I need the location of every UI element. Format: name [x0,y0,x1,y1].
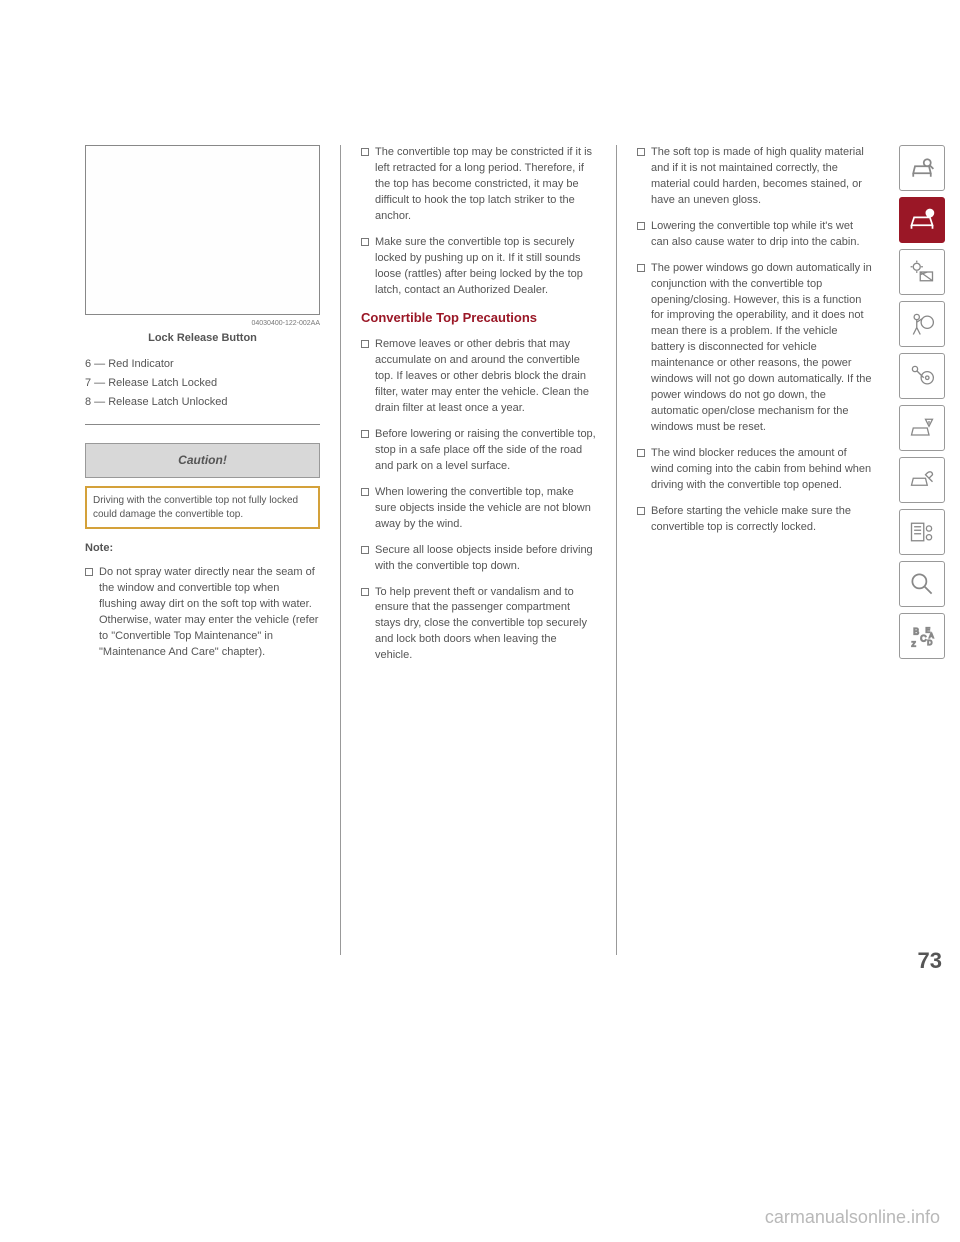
list-item: Lowering the convertible top while it's … [637,219,872,251]
column-3: The soft top is made of high quality mat… [637,145,872,955]
column-1: 04030400-122-002AA Lock Release Button 6… [85,145,320,955]
tab-search-icon[interactable] [899,561,945,607]
bullet-icon [637,148,645,156]
item-text: Remove leaves or other debris that may a… [375,337,596,417]
bullet-icon [361,546,369,554]
tab-index-icon[interactable]: BECDZA [899,613,945,659]
bullet-icon [637,222,645,230]
tab-display-icon[interactable] [899,249,945,295]
svg-text:Z: Z [912,642,917,649]
legend-item: 7 — Release Latch Locked [85,376,320,392]
list-item: The power windows go down automatically … [637,261,872,436]
svg-text:A: A [929,633,934,640]
list-item: Make sure the convertible top is securel… [361,235,596,299]
item-text: Before lowering or raising the convertib… [375,427,596,475]
svg-text:C: C [920,633,926,643]
legend-item: 8 — Release Latch Unlocked [85,395,320,411]
list-item: To help prevent theft or vandalism and t… [361,585,596,665]
column-divider [616,145,617,955]
bullet-icon [361,340,369,348]
list-item: When lowering the convertible top, make … [361,485,596,533]
image-id: 04030400-122-002AA [85,319,320,329]
sidebar-tabs: i BECDZA [899,145,945,659]
item-text: When lowering the convertible top, make … [375,485,596,533]
bullet-icon [637,264,645,272]
svg-text:D: D [927,640,932,647]
item-text: The wind blocker reduces the amount of w… [651,446,872,494]
item-text: The power windows go down automatically … [651,261,872,436]
tab-warning-icon[interactable] [899,405,945,451]
tab-service-icon[interactable] [899,457,945,503]
list-item: Remove leaves or other debris that may a… [361,337,596,417]
item-text: The convertible top may be constricted i… [375,145,596,225]
figure-image-placeholder [85,145,320,315]
tab-vehicle-search-icon[interactable] [899,145,945,191]
item-text: Secure all loose objects inside before d… [375,543,596,575]
svg-text:B: B [913,626,919,636]
column-divider [340,145,341,955]
note-label: Note: [85,541,320,557]
bullet-icon [85,568,93,576]
item-text: Before starting the vehicle make sure th… [651,504,872,536]
column-2: The convertible top may be constricted i… [361,145,596,955]
bullet-icon [637,507,645,515]
note-item: Do not spray water directly near the sea… [85,565,320,661]
list-item: The wind blocker reduces the amount of w… [637,446,872,494]
legend-item: 6 — Red Indicator [85,357,320,373]
legend-block: 6 — Red Indicator 7 — Release Latch Lock… [85,357,320,425]
bullet-icon [361,588,369,596]
item-text: To help prevent theft or vandalism and t… [375,585,596,665]
bullet-icon [361,430,369,438]
list-item: Before lowering or raising the convertib… [361,427,596,475]
section-heading: Convertible Top Precautions [361,310,596,327]
item-text: Lowering the convertible top while it's … [651,219,872,251]
bullet-icon [361,148,369,156]
note-text: Do not spray water directly near the sea… [99,565,320,661]
tab-airbag-icon[interactable] [899,301,945,347]
list-item: The convertible top may be constricted i… [361,145,596,225]
caution-heading: Caution! [85,443,320,478]
bullet-icon [361,488,369,496]
image-caption: Lock Release Button [85,331,320,347]
page-number: 73 [918,948,942,974]
list-item: Before starting the vehicle make sure th… [637,504,872,536]
tab-settings-list-icon[interactable] [899,509,945,555]
page-content: 04030400-122-002AA Lock Release Button 6… [85,145,905,955]
tab-key-steering-icon[interactable] [899,353,945,399]
item-text: The soft top is made of high quality mat… [651,145,872,209]
list-item: The soft top is made of high quality mat… [637,145,872,209]
tab-vehicle-info-icon[interactable]: i [899,197,945,243]
bullet-icon [637,449,645,457]
caution-body: Driving with the convertible top not ful… [85,486,320,529]
bullet-icon [361,238,369,246]
watermark: carmanualsonline.info [765,1207,940,1228]
list-item: Secure all loose objects inside before d… [361,543,596,575]
item-text: Make sure the convertible top is securel… [375,235,596,299]
